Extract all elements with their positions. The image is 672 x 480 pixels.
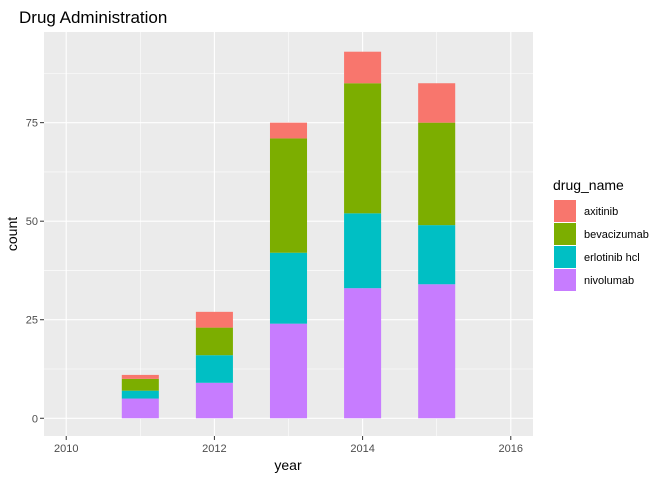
- legend-label-erlotinib-hcl: erlotinib hcl: [584, 252, 640, 264]
- legend-key-axitinib: [554, 200, 576, 222]
- bar-erlotinib-hcl-2011: [121, 390, 159, 399]
- bar-erlotinib-hcl-2015: [418, 225, 456, 285]
- legend-label-axitinib: axitinib: [584, 206, 618, 218]
- y-tick-label: 75: [26, 118, 38, 130]
- x-axis-title: year: [274, 457, 302, 473]
- chart-title: Drug Administration: [19, 8, 167, 27]
- y-axis: 0 25 50 75: [26, 118, 44, 425]
- legend-key-erlotinib-hcl: [554, 246, 576, 268]
- bar-erlotinib-hcl-2014: [344, 213, 382, 289]
- bar-axitinib-2011: [121, 374, 159, 379]
- bar-axitinib-2013: [269, 122, 308, 139]
- bar-bevacizumab-2012: [195, 327, 233, 356]
- y-tick-label: 25: [26, 315, 38, 327]
- x-tick-label: 2016: [499, 443, 523, 455]
- bar-erlotinib-hcl-2012: [195, 355, 233, 383]
- bar-nivolumab-2011: [121, 398, 159, 419]
- legend-title: drug_name: [553, 177, 624, 193]
- legend-label-nivolumab: nivolumab: [584, 275, 634, 287]
- bar-axitinib-2014: [344, 51, 382, 84]
- y-axis-title: count: [4, 217, 20, 251]
- bar-axitinib-2015: [418, 83, 456, 123]
- legend: drug_name axitinib bevacizumab erlotinib h…: [553, 177, 649, 291]
- bar-axitinib-2012: [195, 311, 233, 328]
- x-tick-label: 2012: [202, 443, 226, 455]
- bar-nivolumab-2015: [418, 284, 456, 419]
- bar-erlotinib-hcl-2013: [269, 252, 308, 324]
- x-tick-label: 2014: [350, 443, 374, 455]
- bar-nivolumab-2013: [269, 323, 308, 419]
- bar-nivolumab-2014: [344, 288, 382, 419]
- legend-label-bevacizumab: bevacizumab: [584, 229, 649, 241]
- legend-key-nivolumab: [554, 269, 576, 291]
- bar-bevacizumab-2015: [418, 122, 456, 226]
- y-tick-label: 0: [32, 413, 38, 425]
- x-tick-label: 2010: [54, 443, 78, 455]
- bar-bevacizumab-2014: [344, 83, 382, 214]
- bar-nivolumab-2012: [195, 382, 233, 419]
- bar-bevacizumab-2013: [269, 138, 308, 253]
- bar-bevacizumab-2011: [121, 378, 159, 391]
- y-tick-label: 50: [26, 216, 38, 228]
- legend-key-bevacizumab: [554, 223, 576, 245]
- x-axis: 2010 2012 2014 2016: [54, 436, 523, 455]
- bars: [121, 51, 456, 419]
